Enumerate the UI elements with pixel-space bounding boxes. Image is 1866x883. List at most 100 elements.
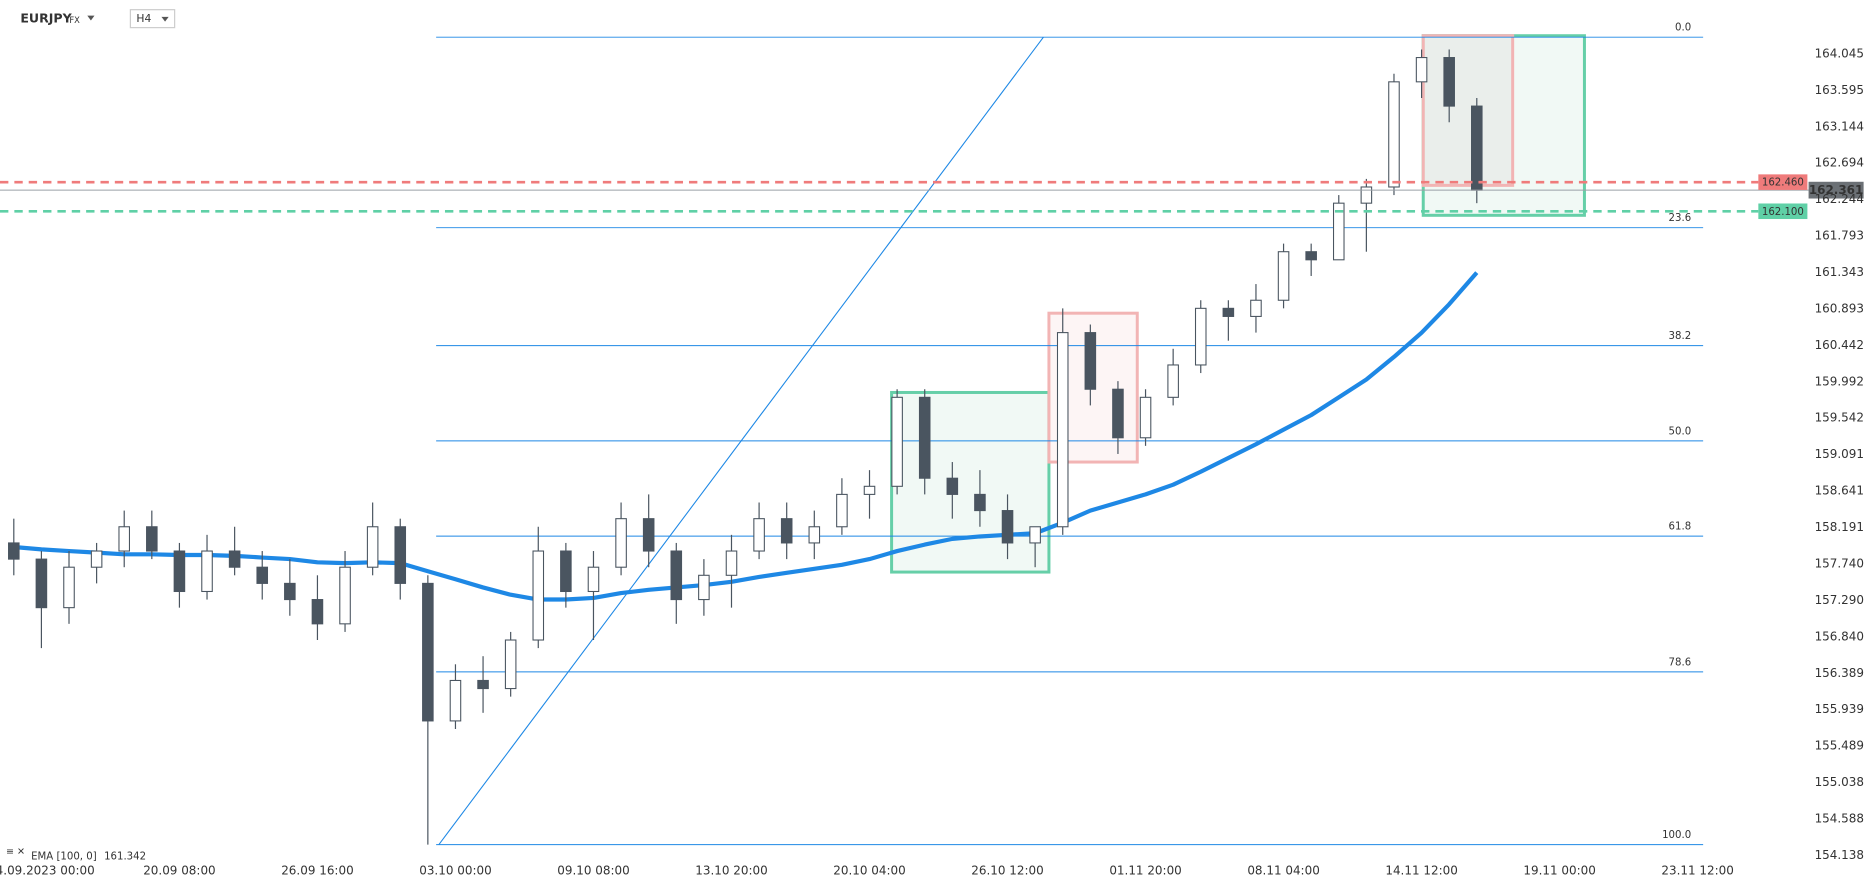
zone <box>1421 34 1515 187</box>
candle-body <box>35 558 48 609</box>
fib-label: 100.0 <box>1662 830 1691 841</box>
x-tick-label: 14.09.2023 00:00 <box>0 863 95 877</box>
y-tick-label: 158.191 <box>1815 520 1864 534</box>
candle-body <box>90 550 103 568</box>
candle-body <box>1250 299 1262 317</box>
candle-body <box>1001 510 1014 544</box>
y-tick-label: 157.740 <box>1815 556 1864 570</box>
y-tick-label: 155.038 <box>1815 775 1864 789</box>
candle-body <box>725 550 738 576</box>
candle-body <box>836 493 848 528</box>
candle-body <box>339 566 351 625</box>
dropdown-arrow[interactable] <box>161 16 169 22</box>
candle-body <box>284 582 296 601</box>
y-tick-label: 164.045 <box>1815 46 1864 60</box>
price-level-tag <box>1758 203 1808 220</box>
y-tick-label: 162.244 <box>1815 192 1864 206</box>
candle-body <box>1029 526 1041 544</box>
candle-body <box>1056 332 1069 528</box>
candle-body <box>1443 57 1455 107</box>
y-tick-label: 162.694 <box>1815 156 1864 170</box>
y-tick-label: 160.442 <box>1815 338 1864 352</box>
y-tick-label: 161.793 <box>1815 229 1864 243</box>
y-tick-label: 157.290 <box>1815 593 1864 607</box>
y-tick-label: 163.144 <box>1815 119 1864 133</box>
candle-body <box>63 566 75 609</box>
x-tick-label: 23.11 12:00 <box>1661 863 1733 877</box>
fib-label: 61.8 <box>1669 522 1692 533</box>
candle-body <box>587 566 600 593</box>
y-tick-label: 158.641 <box>1815 484 1864 498</box>
symbol[interactable]: EURJPY <box>20 11 72 26</box>
x-tick-label: 09.10 08:00 <box>557 863 629 877</box>
candle-body <box>780 518 793 544</box>
candle-body <box>449 679 462 722</box>
y-tick-label: 159.542 <box>1815 411 1864 425</box>
overlay: 162.460 162.100 162.361 <box>0 174 1864 220</box>
candle-body <box>560 550 572 593</box>
candle-body <box>1112 388 1124 439</box>
timeframe: H4 <box>136 12 151 25</box>
fib-label: 50.0 <box>1669 426 1692 437</box>
y-tick-label: 154.138 <box>1815 848 1864 862</box>
candles <box>8 49 1483 845</box>
candle-body <box>228 550 241 568</box>
candle-body <box>256 566 269 584</box>
candle-body <box>615 518 627 568</box>
candle-body <box>504 639 517 690</box>
price-level-label: 162.460 <box>1762 178 1804 189</box>
candle-body <box>1084 332 1097 390</box>
price-level-label: 162.100 <box>1762 207 1804 218</box>
candle-body <box>1332 202 1345 261</box>
y-tick-label: 155.489 <box>1815 739 1864 753</box>
candle-body <box>974 493 986 512</box>
legend-icon[interactable]: ≡ ✕ <box>6 846 25 857</box>
ema-line <box>13 271 1479 602</box>
candle-body <box>698 574 710 601</box>
candle-body <box>670 550 683 601</box>
x-tick-label: 20.10 04:00 <box>833 863 905 877</box>
candle-body <box>891 396 903 487</box>
trendline <box>438 36 1044 845</box>
candle-body <box>477 679 489 690</box>
zone <box>890 390 1051 574</box>
candle-body <box>532 550 545 641</box>
x-tick-label: 03.10 00:00 <box>419 863 491 877</box>
y-tick-label: 160.893 <box>1815 301 1864 315</box>
last-price-label: 162.361 <box>1809 183 1863 197</box>
y-tick-label: 156.840 <box>1815 629 1864 643</box>
ema-value: 161.342 <box>104 852 146 863</box>
y-tick-label: 159.091 <box>1815 447 1864 461</box>
candle-body <box>1388 81 1400 188</box>
timeframe-box[interactable] <box>129 9 176 29</box>
x-tick-label: 08.11 04:00 <box>1247 863 1319 877</box>
candle-body <box>422 582 434 722</box>
x-tick-label: 14.11 12:00 <box>1385 863 1457 877</box>
y-tick-label: 154.588 <box>1815 811 1864 825</box>
x-tick-label: 20.09 08:00 <box>143 863 215 877</box>
x-tick-label: 26.10 12:00 <box>971 863 1043 877</box>
x-tick-label: 01.11 20:00 <box>1109 863 1181 877</box>
y-tick-label: 155.939 <box>1815 702 1864 716</box>
candle-body <box>173 550 186 593</box>
x-tick-label: 26.09 16:00 <box>281 863 353 877</box>
candle-body <box>946 477 959 495</box>
drawings: 0.0 23.6 38.2 50.0 61.8 78.6 100.0 <box>13 23 1704 846</box>
candle-body <box>394 526 407 584</box>
fib-label: 38.2 <box>1669 331 1692 342</box>
candle-body <box>118 526 130 552</box>
candle-body <box>1194 307 1207 366</box>
candle-body <box>808 526 821 544</box>
y-tick-label: 163.595 <box>1815 83 1864 97</box>
ema-label: EMA [100, 0] <box>31 852 97 863</box>
candle-body <box>1167 364 1179 398</box>
candle-body <box>366 526 379 568</box>
y-tick-label: 159.992 <box>1815 374 1864 388</box>
market: FX <box>69 15 80 25</box>
price-level-tag <box>1758 174 1808 190</box>
candle-body <box>1415 57 1428 83</box>
dropdown-arrow[interactable] <box>87 15 95 21</box>
x-tick-label: 13.10 20:00 <box>695 863 767 877</box>
candle-body <box>311 599 324 625</box>
